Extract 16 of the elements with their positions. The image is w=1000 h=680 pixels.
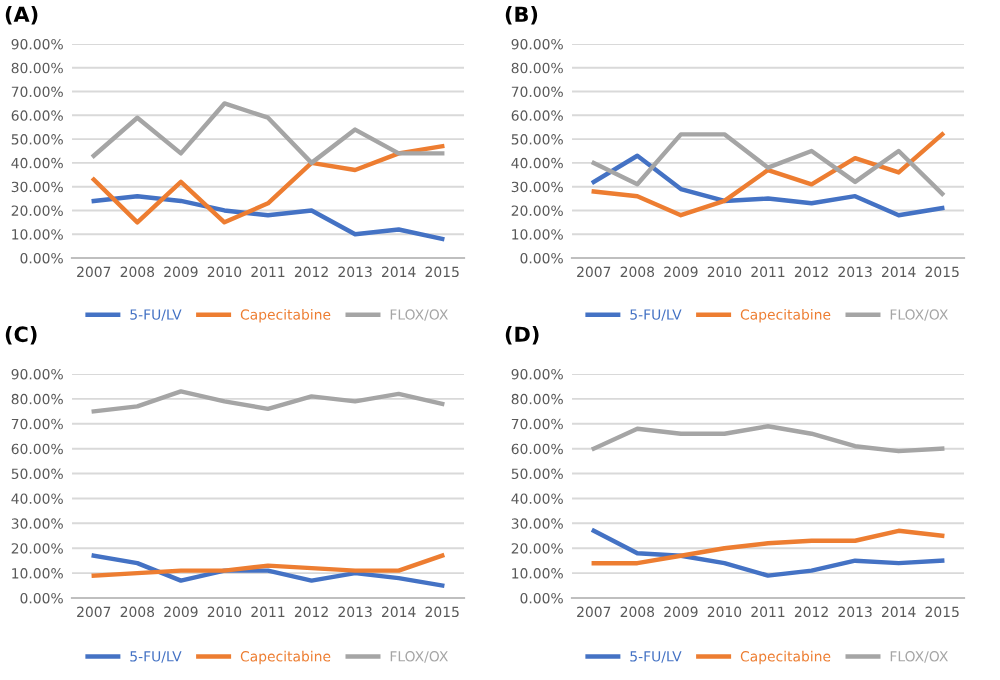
line-series: [591, 153, 945, 218]
line-series: [591, 132, 945, 197]
chart-title: (B): [505, 6, 538, 25]
chart-title: (C): [5, 326, 37, 345]
chart-title: (D): [505, 326, 539, 345]
line-series: [591, 528, 945, 566]
chart-title: (A): [5, 6, 38, 25]
line-series: [591, 424, 945, 454]
line-series: [591, 132, 945, 218]
line-series: [91, 389, 445, 414]
line-series: [91, 101, 445, 166]
line-series: [91, 144, 445, 225]
line-series: [591, 528, 945, 578]
line-series: [91, 553, 445, 578]
line-series: [91, 193, 445, 242]
line-series: [91, 553, 445, 588]
